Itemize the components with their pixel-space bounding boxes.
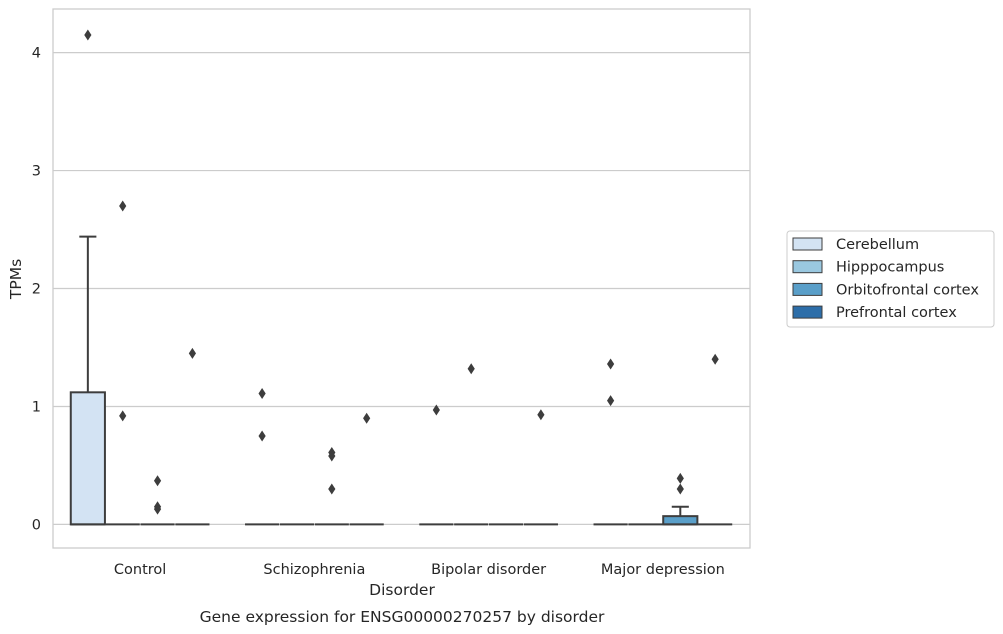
box-group (245, 387, 280, 526)
outlier-point (432, 404, 440, 416)
x-tick-label: Schizophrenia (263, 562, 365, 578)
legend-label: Prefrontal cortex (836, 305, 957, 321)
legend: Cerebellum Hipppocampus Orbitofrontal cort… (786, 230, 995, 328)
y-tick-label: 0 (32, 517, 41, 533)
legend-label: Hipppocampus (836, 260, 944, 276)
y-tick-label: 4 (32, 46, 41, 62)
box-group (593, 358, 628, 526)
box-group (69, 29, 106, 526)
legend-swatch (792, 260, 823, 274)
plot-frame (52, 8, 751, 549)
y-axis-ticks: 0 1 2 3 4 (32, 46, 41, 534)
box-group (662, 472, 699, 526)
legend-label: Orbitofrontal cortex (836, 282, 979, 298)
legend-swatch (792, 237, 823, 251)
outlier-point (188, 347, 196, 359)
box-group (454, 363, 489, 526)
outlier-point (607, 358, 615, 370)
outlier-point (363, 412, 371, 424)
outlier-point (676, 483, 684, 495)
x-tick-label: Bipolar disorder (431, 562, 546, 578)
box-group (175, 347, 210, 526)
outlier-point (119, 410, 127, 422)
box-group (349, 412, 384, 526)
box-group (105, 200, 140, 526)
box-iqr (69, 391, 106, 526)
gridlines (53, 52, 750, 526)
outlier-point (537, 409, 545, 421)
x-tick-label: Major depression (601, 562, 725, 578)
outlier-point (328, 450, 336, 462)
legend-swatch (792, 305, 823, 319)
box-iqr (662, 515, 699, 526)
x-tick-label: Control (114, 562, 166, 578)
legend-swatch (792, 282, 823, 296)
chart-title: Gene expression for ENSG00000270257 by d… (200, 608, 605, 626)
outlier-point (258, 430, 266, 442)
y-tick-label: 2 (32, 282, 41, 298)
outlier-point (676, 472, 684, 484)
outlier-point (84, 29, 92, 41)
box-group (140, 475, 175, 526)
outlier-point (153, 503, 162, 515)
x-axis-title: Disorder (369, 581, 435, 599)
outlier-point (711, 353, 719, 365)
box-plot-marks (69, 29, 733, 526)
box-group (314, 446, 349, 526)
box-group (523, 409, 558, 526)
y-tick-label: 3 (32, 164, 41, 180)
outlier-point (258, 387, 266, 399)
outlier-point (119, 200, 127, 212)
box-group (419, 404, 454, 526)
outlier-point (328, 483, 336, 495)
outlier-point (607, 395, 615, 407)
y-tick-label: 1 (32, 399, 41, 415)
legend-frame (786, 230, 995, 328)
legend-label: Cerebellum (836, 237, 919, 253)
outlier-point (153, 475, 162, 487)
box-group (698, 353, 733, 526)
outlier-point (467, 363, 475, 375)
x-axis-ticks: Control Schizophrenia Bipolar disorder Majo… (114, 562, 725, 578)
y-axis-title: TPMs (7, 259, 25, 300)
